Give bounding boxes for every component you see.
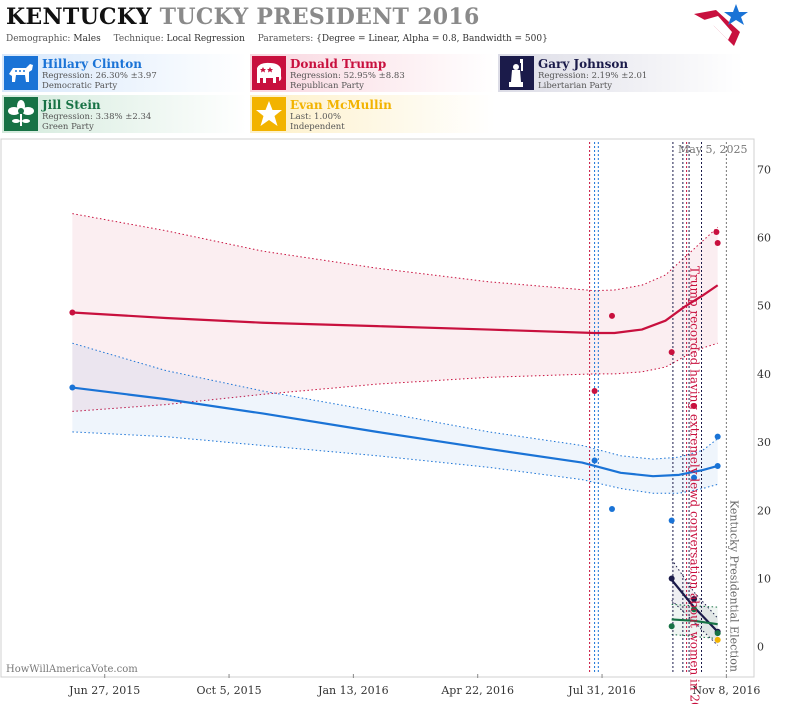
upper-bound-gary-johnson: [671, 559, 719, 619]
legend-name: Gary Johnson: [538, 57, 629, 71]
y-tick-label: 20: [757, 504, 771, 517]
x-tick-label: Jan 13, 2016: [317, 684, 389, 697]
poll-point-gary-johnson: [691, 595, 698, 602]
demographic-value: Males: [73, 34, 101, 44]
band-hillary-clinton: [72, 343, 718, 494]
poll-point-donald-trump: [608, 312, 615, 319]
trend-line-hillary-clinton: [72, 386, 718, 478]
plot-frame: [0, 138, 755, 678]
legend-name: Jill Stein: [42, 98, 101, 112]
poll-point-hillary-clinton: [691, 474, 698, 481]
x-tick-label: Jun 27, 2015: [68, 684, 140, 697]
poll-point-jill-stein: [668, 623, 675, 630]
legend-regression: Regression: 3.38% ±2.34: [42, 112, 152, 122]
x-tick-label: Nov 8, 2016: [692, 684, 760, 697]
x-tick-label: Apr 22, 2016: [440, 684, 514, 697]
legend-item-johnson: Gary Johnson Regression: 2.19% ±2.01 Lib…: [498, 54, 743, 92]
poll-point-jill-stein: [691, 606, 698, 613]
y-tick-label: 10: [757, 573, 771, 586]
title-race: TUCKY PRESIDENT 2016: [159, 4, 480, 30]
elephant-icon: [252, 56, 286, 90]
x-tick-label: Oct 5, 2015: [196, 684, 261, 697]
legend-party: Green Party: [42, 122, 94, 132]
legend-name: Hillary Clinton: [42, 57, 142, 71]
trend-line-donald-trump: [72, 284, 719, 335]
star-icon: [252, 97, 286, 131]
legend-party: Independent: [290, 122, 345, 132]
annotation-election: Kentucky Presidential Election: [727, 500, 740, 672]
y-tick-label: 0: [757, 641, 764, 654]
poll-point-hillary-clinton: [714, 462, 721, 469]
parameters-value: {Degree = Linear, Alpha = 0.8, Bandwidth…: [316, 34, 548, 44]
legend-regression: Regression: 2.19% ±2.01: [538, 71, 648, 81]
lower-bound-hillary-clinton: [72, 431, 718, 494]
poll-point-hillary-clinton: [591, 457, 598, 464]
page-title: KENTUCKY TUCKY PRESIDENT 2016: [6, 4, 480, 30]
x-tick-label: Jul 31, 2016: [567, 684, 636, 697]
poll-point-donald-trump: [691, 402, 698, 409]
annotation-event: Trump recorded having extremely lewd con…: [688, 266, 702, 704]
legend: Hillary Clinton Regression: 26.30% ±3.97…: [0, 52, 789, 136]
poll-point-hillary-clinton: [69, 384, 76, 391]
legend-name: Evan McMullin: [290, 98, 392, 112]
technique-label: Technique:: [113, 34, 164, 44]
poll-point-donald-trump: [714, 239, 721, 246]
legend-name: Donald Trump: [290, 57, 387, 71]
chart-parameters: Demographic: Males Technique: Local Regr…: [6, 34, 548, 44]
watermark: HowWillAmericaVote.com: [6, 664, 138, 675]
poll-point-donald-trump: [713, 229, 720, 236]
trend-line-jill-stein: [671, 618, 718, 626]
poll-point-hillary-clinton: [668, 517, 675, 524]
header: KENTUCKY TUCKY PRESIDENT 2016 Demographi…: [0, 0, 789, 52]
band-donald-trump: [72, 213, 718, 412]
poll-point-gary-johnson: [668, 575, 675, 582]
flower-icon: [4, 97, 38, 131]
technique-value: Local Regression: [166, 34, 245, 44]
legend-regression: Last: 1.00%: [290, 112, 342, 122]
legend-party: Libertarian Party: [538, 81, 613, 91]
legend-item-stein: Jill Stein Regression: 3.38% ±2.34 Green…: [2, 95, 247, 133]
chart-date-label: May 5, 2025: [678, 143, 748, 156]
poll-point-donald-trump: [69, 309, 76, 316]
legend-item-trump: Donald Trump Regression: 52.95% ±8.83 Re…: [250, 54, 495, 92]
poll-point-hillary-clinton: [714, 433, 721, 440]
parameters-label: Parameters:: [257, 34, 314, 44]
site-logo: [694, 4, 748, 46]
poll-point-evan-mcmullin: [714, 636, 721, 643]
upper-bound-hillary-clinton: [72, 342, 718, 460]
poll-point-jill-stein: [714, 630, 721, 637]
lower-bound-gary-johnson: [671, 599, 719, 646]
poll-point-donald-trump: [668, 349, 675, 356]
demographic-label: Demographic:: [6, 34, 71, 44]
y-tick-label: 60: [757, 231, 771, 244]
y-tick-label: 70: [757, 163, 771, 176]
legend-party: Republican Party: [290, 81, 364, 91]
poll-point-hillary-clinton: [608, 505, 615, 512]
legend-item-mcmullin: Evan McMullin Last: 1.00% Independent: [250, 95, 495, 133]
band-gary-johnson: [671, 559, 718, 646]
poll-point-donald-trump: [591, 387, 598, 394]
donkey-icon: [4, 56, 38, 90]
poll-chart: 0 10 20 30 40 50 60 70 Jun 27, 2015 Oct 5, 2015 Ja…: [0, 138, 771, 704]
title-state: KENTUCKY: [6, 4, 152, 30]
y-tick-label: 40: [757, 368, 771, 381]
legend-regression: Regression: 52.95% ±8.83: [290, 71, 405, 81]
statue-of-liberty-icon: [500, 56, 534, 90]
y-tick-label: 30: [757, 436, 771, 449]
y-tick-label: 50: [757, 300, 771, 313]
legend-item-clinton: Hillary Clinton Regression: 26.30% ±3.97…: [2, 54, 247, 92]
legend-party: Democratic Party: [42, 81, 118, 91]
upper-bound-donald-trump: [72, 213, 719, 292]
legend-regression: Regression: 26.30% ±3.97: [42, 71, 157, 81]
